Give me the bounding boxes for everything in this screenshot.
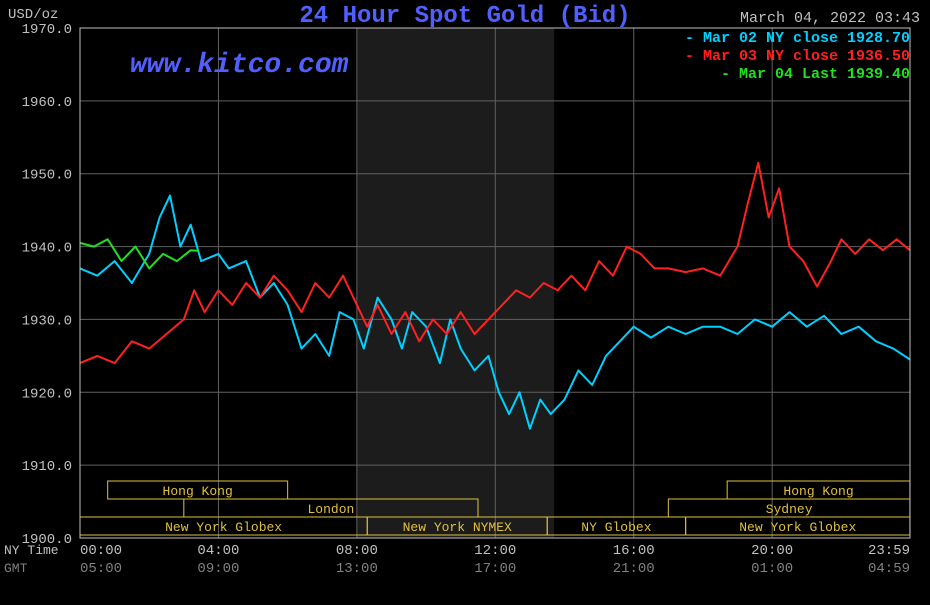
gmt-row-label: GMT <box>4 561 28 576</box>
chart-datestamp: March 04, 2022 03:43 <box>740 10 920 27</box>
shaded-band <box>357 28 554 538</box>
market-session-label: New York Globex <box>165 520 282 535</box>
ytick-label: 1940.0 <box>22 241 72 257</box>
xtick-gmt-label: 01:00 <box>751 561 793 577</box>
gold-chart: Hong Kong Hong Kong London Sydney New York G… <box>0 0 930 605</box>
chart-svg: Hong Kong Hong Kong London Sydney New York G… <box>0 0 930 605</box>
market-session-label: Sydney <box>766 502 813 517</box>
xtick-gmt-label: 21:00 <box>613 561 655 577</box>
nytime-row-label: NY Time <box>4 543 59 558</box>
xtick-ny-label: 08:00 <box>336 543 378 559</box>
xtick-gmt-label: 17:00 <box>474 561 516 577</box>
legend-entry: - Mar 03 NY close 1936.50 <box>685 48 910 65</box>
ytick-label: 1970.0 <box>22 22 72 38</box>
ytick-label: 1930.0 <box>22 313 72 329</box>
xtick-ny-label: 23:59 <box>868 543 910 559</box>
legend-entry: - Mar 04 Last 1939.40 <box>721 66 910 83</box>
market-session-label: New York Globex <box>739 520 856 535</box>
xtick-ny-label: 16:00 <box>613 543 655 559</box>
market-session-label: NY Globex <box>581 520 651 535</box>
legend-entry: - Mar 02 NY close 1928.70 <box>685 30 910 47</box>
xtick-ny-label: 04:00 <box>197 543 239 559</box>
ytick-label: 1960.0 <box>22 95 72 111</box>
xtick-ny-label: 12:00 <box>474 543 516 559</box>
market-session-label: Hong Kong <box>163 484 233 499</box>
xtick-gmt-label: 13:00 <box>336 561 378 577</box>
market-session-label: London <box>308 502 355 517</box>
ytick-label: 1950.0 <box>22 168 72 184</box>
market-session-label: New York NYMEX <box>403 520 512 535</box>
ytick-label: 1910.0 <box>22 459 72 475</box>
xtick-ny-label: 00:00 <box>80 543 122 559</box>
xtick-ny-label: 20:00 <box>751 543 793 559</box>
y-axis-label: USD/oz <box>8 7 58 23</box>
chart-title: 24 Hour Spot Gold (Bid) <box>299 3 630 30</box>
market-session-label: Hong Kong <box>783 484 853 499</box>
xtick-gmt-label: 05:00 <box>80 561 122 577</box>
xtick-gmt-label: 04:59 <box>868 561 910 577</box>
xtick-gmt-label: 09:00 <box>197 561 239 577</box>
ytick-label: 1920.0 <box>22 386 72 402</box>
watermark: www.kitco.com <box>130 50 349 81</box>
